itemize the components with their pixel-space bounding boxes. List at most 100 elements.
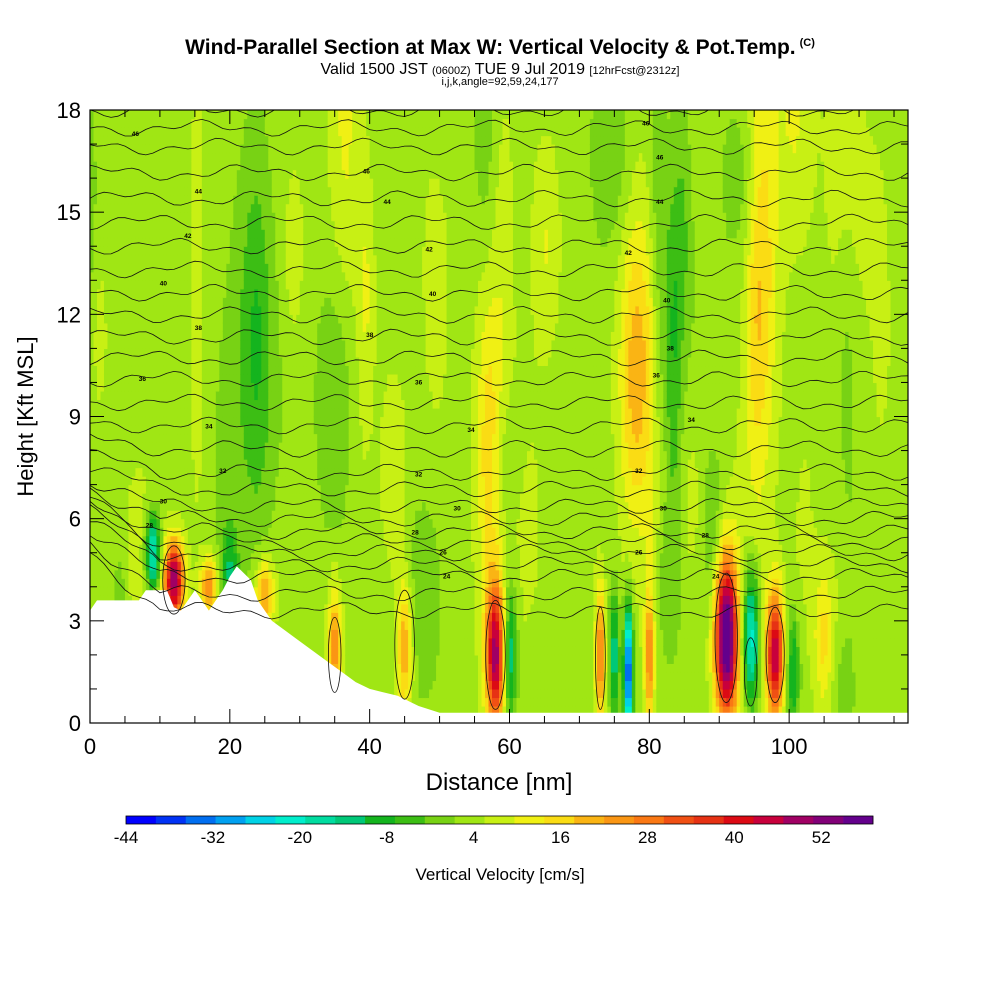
heatmap-cell — [320, 118, 325, 128]
heatmap-cell — [194, 169, 199, 179]
heatmap-cell — [268, 297, 273, 307]
heatmap-cell — [173, 169, 178, 179]
heatmap-cell — [271, 586, 276, 596]
heatmap-cell — [145, 288, 151, 298]
heatmap-cell — [275, 288, 280, 298]
heatmap-cell — [271, 535, 276, 545]
heatmap-cell — [271, 118, 276, 128]
heatmap-cell — [201, 450, 206, 460]
heatmap-cell — [124, 331, 130, 341]
heatmap-cell — [261, 518, 266, 528]
heatmap-cell — [90, 280, 95, 290]
heatmap-cell — [205, 552, 210, 562]
heatmap-cell — [103, 118, 109, 128]
heatmap-cell — [313, 603, 318, 613]
heatmap-cell — [320, 552, 325, 562]
heatmap-cell — [138, 152, 144, 162]
heatmap-cell — [264, 365, 269, 375]
heatmap-cell — [114, 144, 119, 154]
heatmap-cell — [138, 186, 144, 196]
heatmap-cell — [306, 178, 311, 188]
heatmap-cell — [296, 561, 301, 571]
heatmap-cell — [250, 110, 255, 120]
heatmap-cell — [194, 195, 199, 205]
heatmap-cell — [317, 220, 322, 230]
heatmap-cell — [226, 442, 231, 452]
heatmap-cell — [254, 203, 259, 213]
heatmap-cell — [303, 271, 308, 281]
heatmap-cell — [320, 246, 325, 256]
heatmap-cell — [142, 186, 147, 196]
heatmap-cell — [142, 365, 147, 375]
heatmap-cell — [278, 314, 283, 324]
heatmap-cell — [194, 399, 199, 409]
heatmap-cell — [124, 450, 130, 460]
heatmap-cell — [233, 246, 238, 256]
heatmap-cell — [271, 254, 276, 264]
heatmap-cell — [90, 288, 95, 298]
heatmap-cell — [257, 186, 262, 196]
heatmap-cell — [114, 569, 119, 579]
heatmap-cell — [135, 237, 140, 247]
heatmap-cell — [142, 237, 147, 247]
heatmap-cell — [226, 339, 231, 349]
heatmap-cell — [243, 416, 248, 426]
heatmap-cell — [114, 246, 119, 256]
heatmap-cell — [121, 152, 126, 162]
heatmap-cell — [268, 595, 273, 605]
heatmap-cell — [219, 467, 224, 477]
heatmap-cell — [257, 459, 262, 469]
heatmap-cell — [145, 442, 151, 452]
heatmap-cell — [194, 373, 199, 384]
heatmap-cell — [145, 493, 151, 503]
heatmap-cell — [138, 237, 144, 247]
heatmap-cell — [107, 544, 112, 554]
heatmap-cell — [275, 237, 280, 247]
heatmap-cell — [138, 144, 144, 154]
heatmap-cell — [159, 195, 165, 205]
heatmap-cell — [278, 425, 283, 435]
heatmap-cell — [142, 220, 147, 230]
heatmap-cell — [289, 467, 294, 477]
heatmap-cell — [264, 586, 269, 596]
heatmap-cell — [131, 544, 137, 554]
heatmap-cell — [156, 459, 161, 469]
heatmap-cell — [278, 595, 283, 605]
heatmap-cell — [254, 586, 259, 596]
heatmap-cell — [268, 203, 273, 213]
heatmap-cell — [103, 110, 109, 120]
heatmap-cell — [289, 246, 294, 256]
heatmap-cell — [201, 459, 206, 469]
heatmap-cell — [107, 467, 112, 477]
heatmap-cell — [324, 135, 329, 145]
heatmap-cell — [107, 425, 112, 435]
heatmap-cell — [170, 348, 175, 358]
heatmap-cell — [135, 484, 140, 494]
heatmap-cell — [107, 535, 112, 545]
heatmap-cell — [271, 612, 276, 622]
heatmap-cell — [173, 407, 178, 418]
heatmap-cell — [180, 314, 185, 324]
heatmap-cell — [219, 144, 224, 154]
heatmap-cell — [243, 135, 248, 145]
heatmap-cell — [208, 425, 213, 435]
heatmap-cell — [93, 595, 98, 605]
heatmap-cell — [138, 407, 144, 418]
heatmap-cell — [145, 135, 151, 145]
heatmap-cell — [180, 212, 185, 222]
heatmap-cell — [142, 407, 147, 418]
heatmap-cell — [240, 144, 245, 154]
heatmap-cell — [107, 561, 112, 571]
heatmap-cell — [194, 271, 199, 281]
heatmap-cell — [180, 467, 185, 477]
heatmap-cell — [163, 127, 168, 137]
heatmap-cell — [303, 263, 308, 273]
heatmap-cell — [152, 169, 158, 179]
heatmap-cell — [138, 127, 144, 137]
heatmap-cell — [128, 544, 133, 554]
heatmap-cell — [257, 450, 262, 460]
heatmap-cell — [285, 195, 290, 205]
heatmap-cell — [201, 331, 206, 341]
heatmap-cell — [317, 127, 322, 137]
heatmap-cell — [310, 476, 315, 486]
